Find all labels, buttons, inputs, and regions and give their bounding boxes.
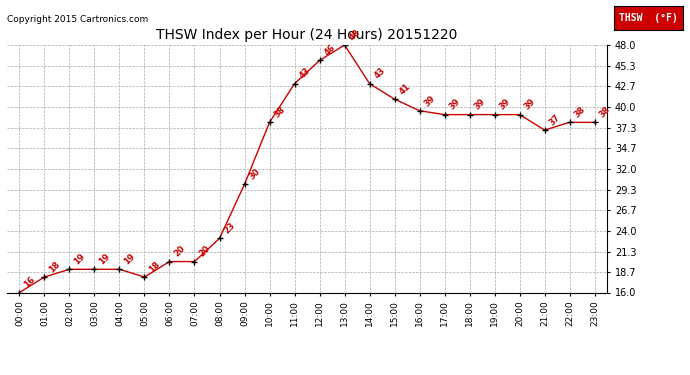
Text: 30: 30 [247, 167, 262, 182]
Text: 20: 20 [172, 244, 187, 259]
Text: 46: 46 [322, 43, 337, 58]
Text: Copyright 2015 Cartronics.com: Copyright 2015 Cartronics.com [7, 15, 148, 24]
Text: 19: 19 [72, 252, 87, 267]
Text: 39: 39 [473, 98, 487, 112]
Text: 43: 43 [297, 66, 312, 81]
Title: THSW Index per Hour (24 Hours) 20151220: THSW Index per Hour (24 Hours) 20151220 [157, 28, 457, 42]
Text: 18: 18 [47, 260, 62, 274]
Text: THSW  (°F): THSW (°F) [619, 13, 678, 23]
Text: 18: 18 [147, 260, 162, 274]
Text: 39: 39 [497, 98, 512, 112]
Text: 38: 38 [573, 105, 587, 120]
Text: 16: 16 [22, 275, 37, 290]
Text: 19: 19 [97, 252, 112, 267]
Text: 39: 39 [522, 98, 537, 112]
Text: 19: 19 [122, 252, 137, 267]
Text: 43: 43 [373, 66, 387, 81]
Text: 41: 41 [397, 82, 412, 96]
Text: 38: 38 [598, 105, 612, 120]
Text: 39: 39 [447, 98, 462, 112]
Text: 23: 23 [222, 221, 237, 236]
Text: 37: 37 [547, 113, 562, 127]
Text: 48: 48 [347, 28, 362, 42]
Text: 20: 20 [197, 244, 212, 259]
Text: 39: 39 [422, 93, 437, 108]
Text: 38: 38 [273, 105, 287, 120]
